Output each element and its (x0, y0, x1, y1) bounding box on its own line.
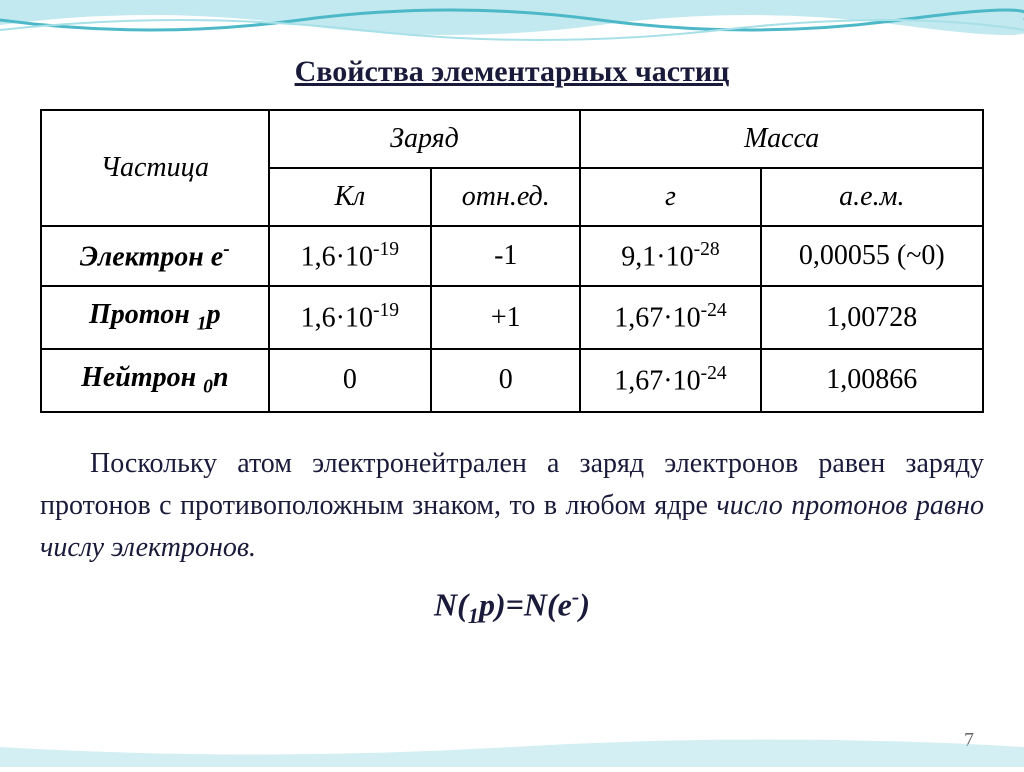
electron-charge-cl: 1,6·10-19 (269, 226, 431, 286)
electron-mass-aem: 0,00055 (~0) (761, 226, 983, 286)
table-row: Протон 1p 1,6·10-19 +1 1,67·10-24 1,0072… (41, 286, 983, 349)
neutron-charge-cl: 0 (269, 349, 431, 412)
proton-mass-g: 1,67·10-24 (580, 286, 760, 349)
neutron-mass-aem: 1,00866 (761, 349, 983, 412)
table-header-row: Частица Заряд Масса (41, 110, 983, 168)
table-row: Нейтрон 0n 0 0 1,67·10-24 1,00866 (41, 349, 983, 412)
particles-table: Частица Заряд Масса Кл отн.ед. г а.е.м. … (40, 109, 984, 413)
neutron-mass-g: 1,67·10-24 (580, 349, 760, 412)
electron-label: Электрон е- (41, 226, 269, 286)
formula: N(1p)=N(e-) (40, 584, 984, 629)
subheader-rel: отн.ед. (431, 168, 580, 226)
explanation-paragraph: Поскольку атом электронейтрален а заряд … (40, 443, 984, 569)
slide-content: Свойства элементарных частиц Частица Зар… (0, 0, 1024, 649)
top-wave-decoration (0, 0, 1024, 60)
electron-mass-g: 9,1·10-28 (580, 226, 760, 286)
electron-charge-rel: -1 (431, 226, 580, 286)
neutron-label: Нейтрон 0n (41, 349, 269, 412)
proton-label: Протон 1p (41, 286, 269, 349)
subheader-cl: Кл (269, 168, 431, 226)
subheader-g: г (580, 168, 760, 226)
proton-charge-cl: 1,6·10-19 (269, 286, 431, 349)
header-particle: Частица (41, 110, 269, 226)
neutron-charge-rel: 0 (431, 349, 580, 412)
header-mass: Масса (580, 110, 983, 168)
proton-charge-rel: +1 (431, 286, 580, 349)
header-charge: Заряд (269, 110, 581, 168)
table-row: Электрон е- 1,6·10-19 -1 9,1·10-28 0,000… (41, 226, 983, 286)
bottom-wave-decoration (0, 727, 1024, 767)
subheader-aem: а.е.м. (761, 168, 983, 226)
proton-mass-aem: 1,00728 (761, 286, 983, 349)
slide-title: Свойства элементарных частиц (40, 55, 984, 89)
